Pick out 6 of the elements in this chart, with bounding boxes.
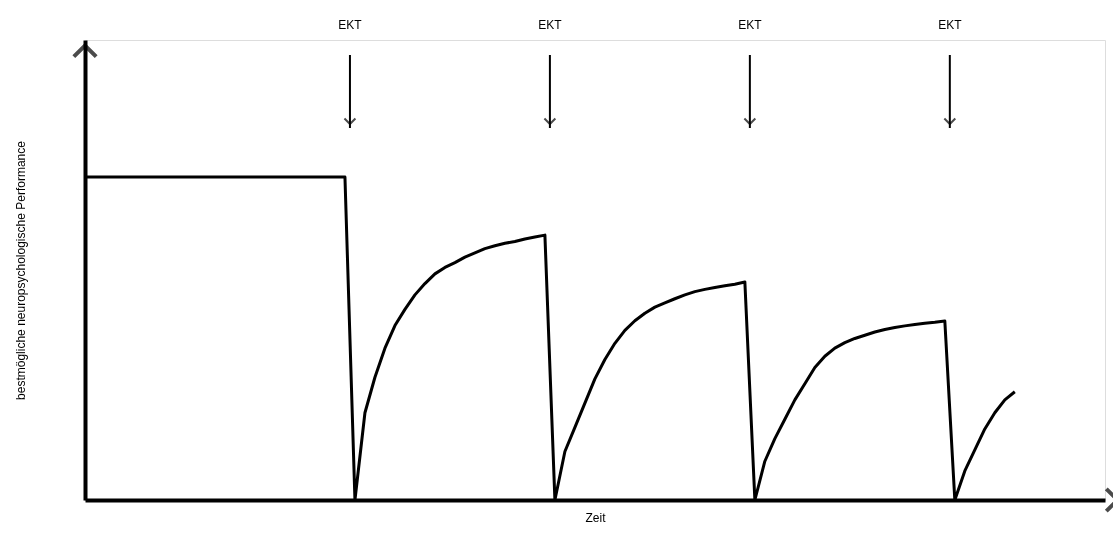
x-axis-title: Zeit: [585, 510, 607, 525]
text: EKT: [338, 18, 363, 32]
text: EKT: [738, 18, 763, 32]
text: EKT: [538, 18, 563, 32]
text: EKT: [938, 18, 963, 32]
y-axis-title: bestmögliche neuropsychologische Performance: [13, 140, 28, 400]
